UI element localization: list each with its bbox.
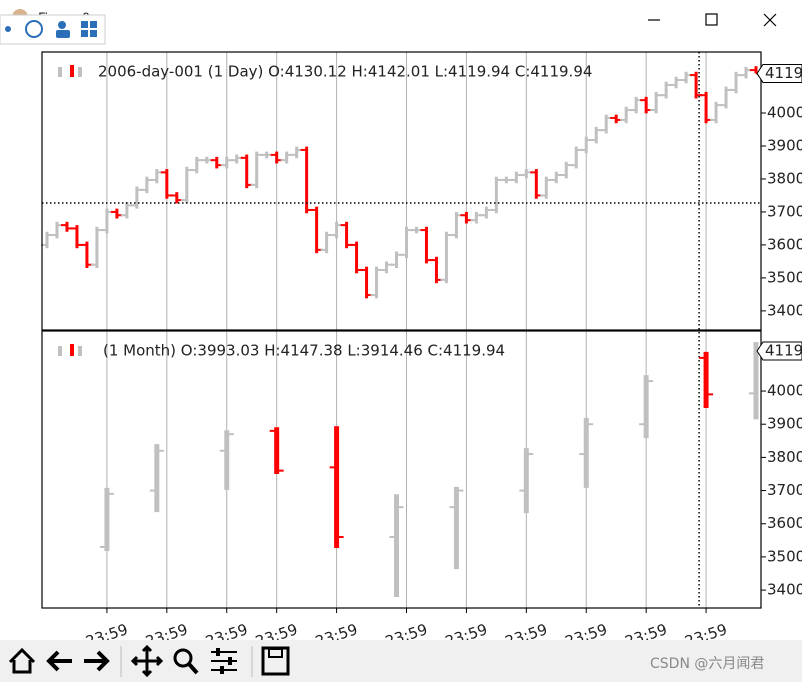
zoom-handle xyxy=(187,662,199,675)
y-tick-label: 3600 xyxy=(767,514,802,532)
price-tag xyxy=(756,341,802,361)
maximize-button[interactable] xyxy=(705,13,718,26)
legend-icon xyxy=(58,346,62,356)
grid-icon xyxy=(81,30,88,37)
pan-button[interactable] xyxy=(130,644,164,678)
watermark: CSDN @六月闻君 xyxy=(650,656,764,672)
grid-icon[interactable] xyxy=(81,21,88,28)
back-button[interactable] xyxy=(46,650,72,672)
home-button[interactable] xyxy=(8,647,36,674)
zoom-button[interactable] xyxy=(173,648,193,668)
legend-icon xyxy=(70,65,74,77)
y-tick-label: 3700 xyxy=(767,202,802,220)
y-tick-label: 4000 xyxy=(767,104,802,122)
y-tick-label: 3400 xyxy=(767,301,802,319)
y-tick-label: 3400 xyxy=(767,581,802,599)
slider-knob xyxy=(220,666,224,674)
price-tag-label: 4119.94 xyxy=(765,342,802,360)
navigation-toolbar: CSDN @六月闻君 xyxy=(0,640,802,682)
emoji-icon[interactable] xyxy=(25,20,43,38)
y-tick-label: 3900 xyxy=(767,415,802,433)
panel-frame xyxy=(41,330,762,609)
legend-icon xyxy=(78,346,82,356)
price-tag-label: 4119.94 xyxy=(765,64,802,82)
legend-icon xyxy=(70,344,74,356)
y-tick-label: 3800 xyxy=(767,448,802,466)
floating-toolbar xyxy=(0,14,106,45)
grid-icon xyxy=(90,21,97,28)
user-icon-body xyxy=(56,30,70,38)
tool-icon[interactable] xyxy=(5,26,11,32)
forward-button[interactable] xyxy=(84,650,110,672)
slider-knob xyxy=(216,648,220,656)
save-icon-part xyxy=(268,648,283,658)
y-tick-label: 3500 xyxy=(767,547,802,565)
grid-icon xyxy=(90,30,97,37)
close-button[interactable] xyxy=(763,13,777,27)
panel-frame xyxy=(41,51,762,331)
legend-text: (1 Month) O:3993.03 H:4147.38 L:3914.46 … xyxy=(103,342,505,360)
y-tick-label: 3500 xyxy=(767,268,802,286)
legend-icon xyxy=(78,67,82,77)
price-tag xyxy=(756,63,802,83)
legend-icon xyxy=(58,67,62,77)
y-tick-label: 3800 xyxy=(767,169,802,187)
y-tick-label: 3900 xyxy=(767,136,802,154)
y-tick-label: 3700 xyxy=(767,481,802,499)
y-tick-label: 4000 xyxy=(767,382,802,400)
y-tick-label: 3600 xyxy=(767,235,802,253)
user-icon[interactable] xyxy=(58,21,66,29)
slider-knob xyxy=(228,657,232,665)
legend-text: 2006-day-001 (1 Day) O:4130.12 H:4142.01… xyxy=(98,63,592,81)
